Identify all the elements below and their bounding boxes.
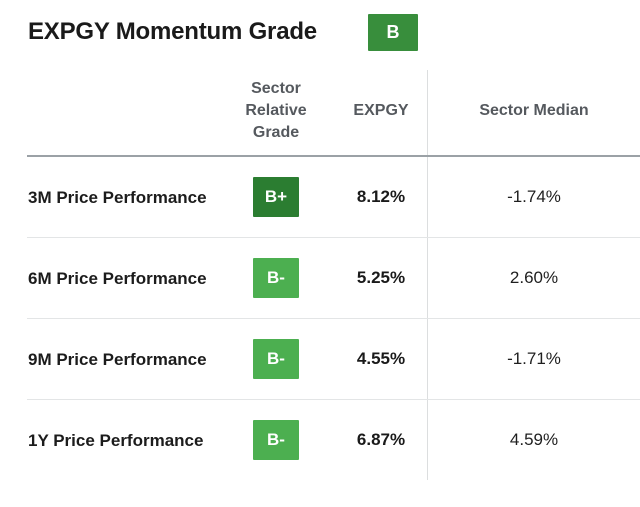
header-expgy: EXPGY	[353, 101, 409, 119]
title-row: EXPGY Momentum Grade B	[0, 0, 640, 52]
row-label: 3M Price Performance	[28, 187, 207, 207]
overall-grade-badge[interactable]: B	[367, 13, 418, 51]
expgy-value: 4.55%	[356, 349, 406, 368]
row-label: 6M Price Performance	[28, 268, 207, 288]
expgy-value: 6.87%	[356, 430, 406, 449]
grade-badge[interactable]: B+	[253, 177, 299, 217]
table-row: 1Y Price Performance B- 6.87% 4.59%	[27, 400, 640, 480]
table-body: 3M Price Performance B+ 8.12% -1.74% 6M …	[27, 157, 640, 480]
sector-median-value: -1.74%	[427, 157, 640, 237]
row-label: 1Y Price Performance	[28, 430, 204, 450]
grade-badge[interactable]: B-	[253, 258, 299, 298]
header-sector-median: Sector Median	[427, 70, 640, 155]
header-spacer	[27, 105, 217, 121]
header-sector-relative-grade: Sector Relative Grade	[245, 79, 307, 141]
table-row: 6M Price Performance B- 5.25% 2.60%	[27, 238, 640, 319]
row-label: 9M Price Performance	[28, 349, 207, 369]
grade-cell: B-	[217, 258, 335, 298]
grade-cell: B+	[217, 177, 335, 217]
sector-median-value: -1.71%	[427, 319, 640, 399]
momentum-table: Sector Relative Grade EXPGY Sector Media…	[27, 70, 640, 480]
sector-median-value: 4.59%	[427, 400, 640, 480]
expgy-value: 5.25%	[356, 268, 406, 287]
grade-cell: B-	[217, 339, 335, 379]
table-row: 3M Price Performance B+ 8.12% -1.74%	[27, 157, 640, 238]
grade-badge[interactable]: B-	[253, 420, 299, 460]
grade-badge[interactable]: B-	[253, 339, 299, 379]
page-title: EXPGY Momentum Grade	[28, 18, 317, 45]
expgy-value: 8.12%	[356, 187, 406, 206]
grade-cell: B-	[217, 420, 335, 460]
sector-median-value: 2.60%	[427, 238, 640, 318]
table-row: 9M Price Performance B- 4.55% -1.71%	[27, 319, 640, 400]
table-header-row: Sector Relative Grade EXPGY Sector Media…	[27, 70, 640, 157]
